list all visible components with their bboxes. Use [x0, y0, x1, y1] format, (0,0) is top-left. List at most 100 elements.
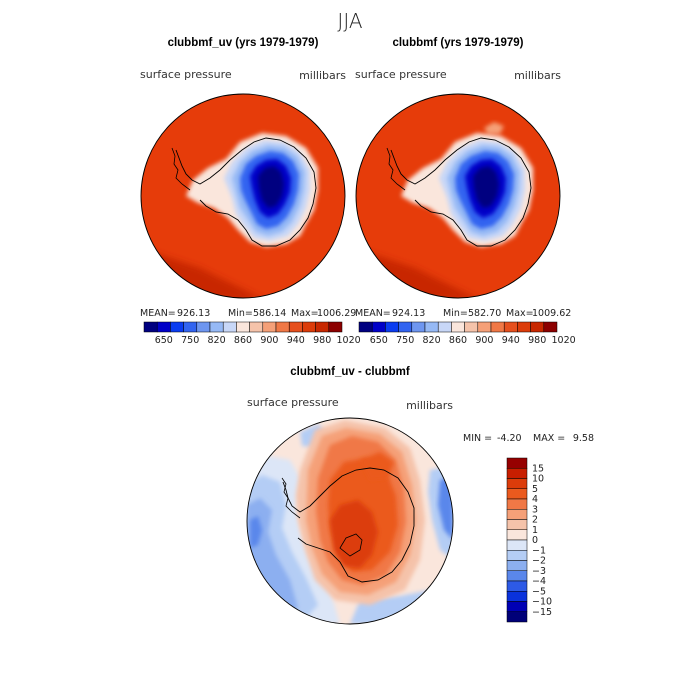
variable-label: surface pressure [355, 68, 447, 81]
map-border [140, 93, 346, 299]
variable-label: surface pressure [140, 68, 232, 81]
map-border [355, 93, 561, 299]
colorbar-swatch [385, 321, 399, 333]
stat-max-label: MAX = [533, 433, 565, 444]
colorbar-tick: 750 [181, 335, 199, 346]
colorbar-tick: 860 [449, 335, 467, 346]
stat-mean-label: MEAN= [140, 308, 176, 319]
colorbar-tick: 5 [532, 484, 538, 495]
colorbar-tick: 860 [234, 335, 252, 346]
stat-min-value: 586.14 [253, 308, 286, 319]
colorbar-swatch [506, 550, 528, 561]
colorbar-tick: 3 [532, 504, 538, 515]
colorbar-swatch [506, 570, 528, 582]
colorbar-swatch [398, 321, 413, 333]
colorbar-swatch [506, 539, 528, 551]
colorbar-swatch [506, 611, 528, 623]
stat-max-value: 1009.62 [532, 308, 571, 319]
colorbar-tick: −5 [532, 586, 546, 597]
units-label: millibars [514, 69, 561, 82]
colorbar-tick: 750 [396, 335, 414, 346]
panel-difference: clubbmf_uv - clubbmf surface pressure mi… [246, 366, 594, 625]
colorbar-tick: 900 [260, 335, 278, 346]
colorbar-swatch [506, 488, 528, 500]
colorbar-swatch [371, 321, 386, 333]
polar-map [141, 94, 345, 298]
colorbar-swatch [530, 321, 545, 333]
colorbar-tick: 0 [532, 535, 538, 546]
colorbar-swatch [328, 321, 343, 333]
colorbar-swatch [543, 321, 558, 333]
stat-max-label: Max= [506, 308, 534, 319]
units-label: millibars [299, 69, 346, 82]
colorbar-swatch [411, 321, 426, 333]
colorbar-swatch [288, 321, 303, 333]
colorbar-tick: 1020 [552, 335, 576, 346]
colorbar-tick: 4 [532, 494, 538, 505]
stat-max-label: Max= [291, 308, 319, 319]
panel-clubbmf: clubbmf (yrs 1979-1979) surface pressure… [355, 37, 576, 346]
colorbar-swatch [506, 591, 528, 602]
region-minus-4 [250, 516, 262, 548]
polar-map [356, 94, 560, 298]
stat-min-label: Min= [443, 308, 468, 319]
map-border [246, 417, 454, 625]
coastline [175, 137, 317, 247]
colorbar-tick: 980 [313, 335, 331, 346]
colorbar-tick: 1 [532, 525, 538, 536]
colorbar-swatch [302, 321, 316, 333]
stat-mean-value: 924.13 [392, 308, 425, 319]
units-label: millibars [406, 399, 453, 412]
stat-min-label: MIN = [463, 433, 492, 444]
colorbar-swatch [222, 321, 237, 333]
stat-min-value: 582.70 [468, 308, 501, 319]
colorbar-swatch [170, 321, 184, 333]
colorbar-swatch [143, 321, 158, 333]
colorbar-swatch [236, 321, 250, 333]
colorbar-swatch [503, 321, 518, 333]
stat-max-value: 1006.29 [317, 308, 356, 319]
colorbar-tick: −4 [532, 576, 546, 587]
variable-label: surface pressure [247, 396, 339, 409]
colorbar-tick: 650 [370, 335, 388, 346]
colorbar-tick: −10 [532, 597, 552, 608]
colorbar-swatch [506, 468, 528, 479]
panel-title: clubbmf_uv (yrs 1979-1979) [168, 37, 319, 49]
colorbar-tick: −1 [532, 545, 546, 556]
colorbar-swatch [183, 321, 198, 333]
colorbar-swatch [451, 321, 465, 333]
polar-map [247, 418, 453, 624]
colorbar-swatch [490, 321, 505, 333]
colorbar-tick: 940 [287, 335, 305, 346]
colorbar-swatch [506, 478, 528, 489]
colorbar: 650 750 820 860 900 940 980 1020 [358, 321, 576, 346]
colorbar-tick: 1020 [337, 335, 361, 346]
colorbar-tick: 940 [502, 335, 520, 346]
colorbar: 650 750 820 860 900 940 980 1020 [143, 321, 361, 346]
contour-min [258, 166, 284, 208]
colorbar-swatch [506, 560, 528, 571]
colorbar-swatch [249, 321, 264, 333]
colorbar-tick: 980 [528, 335, 546, 346]
colorbar-swatch [315, 321, 330, 333]
colorbar-tick: 2 [532, 515, 538, 526]
colorbar-tick: −2 [532, 556, 546, 567]
region-plus-6 [360, 452, 394, 480]
stat-mean-value: 926.13 [177, 308, 210, 319]
colorbar-swatch [196, 321, 211, 333]
coastline [390, 137, 532, 247]
colorbar-swatch [506, 519, 528, 530]
coastline [282, 467, 415, 583]
stat-min-label: Min= [228, 308, 253, 319]
colorbar-swatch [358, 321, 373, 333]
stat-max-value: 9.58 [573, 433, 594, 444]
figure-title: JJA [337, 9, 362, 33]
peninsula-coast [171, 147, 191, 191]
colorbar-swatch [506, 457, 528, 469]
colorbar-tick: 15 [532, 463, 544, 474]
colorbar-tick: 10 [532, 474, 544, 485]
panel-clubbmf-uv: clubbmf_uv (yrs 1979-1979) surface press… [140, 37, 361, 346]
colorbar-tick: 900 [475, 335, 493, 346]
